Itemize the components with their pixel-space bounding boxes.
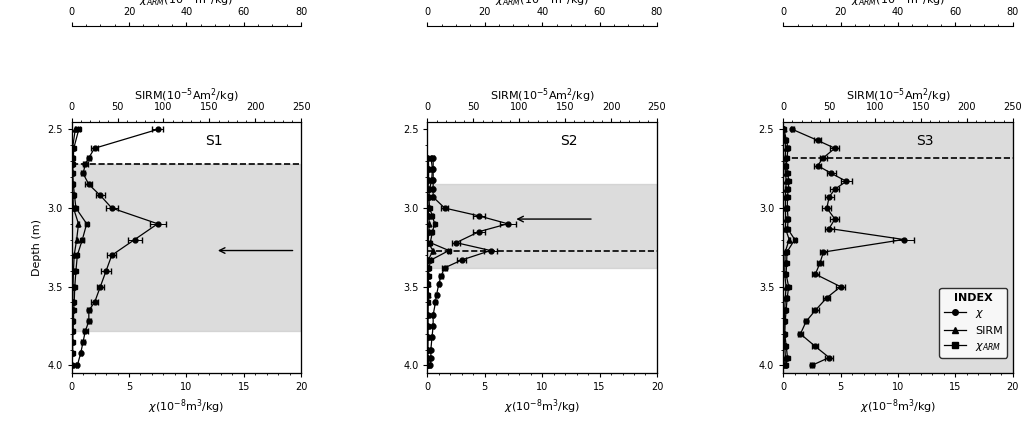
Y-axis label: Depth (m): Depth (m) (32, 219, 42, 276)
Bar (72, 164, 301, 331)
X-axis label: SIRM(10$^{-5}$Am$^{2}$/kg): SIRM(10$^{-5}$Am$^{2}$/kg) (846, 86, 950, 105)
Legend: $\chi$, SIRM, $\chi_{ARM}$: $\chi$, SIRM, $\chi_{ARM}$ (939, 288, 1008, 358)
X-axis label: $\chi_{ARM}$(10$^{-8}$m$^{3}$/kg): $\chi_{ARM}$(10$^{-8}$m$^{3}$/kg) (495, 0, 589, 10)
X-axis label: $\chi_{ARM}$(10$^{-8}$m$^{3}$/kg): $\chi_{ARM}$(10$^{-8}$m$^{3}$/kg) (851, 0, 945, 10)
X-axis label: SIRM(10$^{-5}$Am$^{2}$/kg): SIRM(10$^{-5}$Am$^{2}$/kg) (490, 86, 594, 105)
Bar (784, 122, 1013, 373)
X-axis label: $\chi$(10$^{-8}$m$^{3}$/kg): $\chi$(10$^{-8}$m$^{3}$/kg) (859, 398, 936, 417)
Text: S1: S1 (205, 134, 222, 148)
Text: S3: S3 (917, 134, 934, 148)
Text: S2: S2 (561, 134, 578, 148)
X-axis label: $\chi$(10$^{-8}$m$^{3}$/kg): $\chi$(10$^{-8}$m$^{3}$/kg) (504, 398, 580, 417)
Bar (428, 184, 657, 268)
X-axis label: $\chi$(10$^{-8}$m$^{3}$/kg): $\chi$(10$^{-8}$m$^{3}$/kg) (148, 398, 225, 417)
X-axis label: SIRM(10$^{-5}$Am$^{2}$/kg): SIRM(10$^{-5}$Am$^{2}$/kg) (134, 86, 238, 105)
X-axis label: $\chi_{ARM}$(10$^{-8}$m$^{3}$/kg): $\chi_{ARM}$(10$^{-8}$m$^{3}$/kg) (139, 0, 233, 10)
